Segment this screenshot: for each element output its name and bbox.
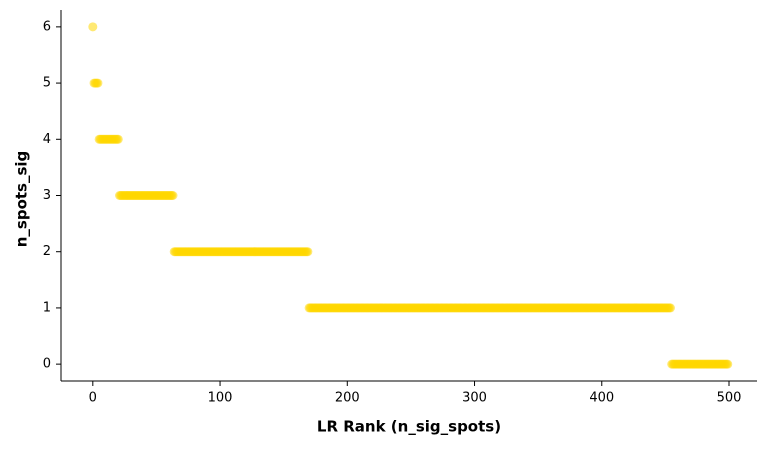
y-tick-label: 2 — [43, 244, 51, 259]
y-axis-label: n_spots_sig — [13, 151, 31, 248]
x-tick-label: 300 — [462, 391, 487, 406]
x-tick-label: 0 — [89, 391, 97, 406]
point — [723, 359, 733, 369]
x-tick-label: 400 — [589, 391, 614, 406]
point — [303, 247, 313, 257]
x-tick-label: 200 — [335, 391, 360, 406]
x-axis-label: LR Rank (n_sig_spots) — [317, 418, 501, 436]
y-tick-label: 0 — [43, 357, 51, 372]
point — [113, 134, 123, 144]
point — [88, 22, 98, 32]
y-tick-label: 6 — [43, 19, 51, 34]
y-tick-label: 4 — [43, 132, 51, 147]
point — [168, 191, 178, 200]
point — [665, 303, 675, 313]
x-tick-label: 500 — [717, 391, 742, 406]
x-tick-label: 100 — [208, 391, 233, 406]
y-tick-label: 5 — [43, 76, 51, 91]
y-tick-label: 3 — [43, 188, 51, 203]
point — [93, 78, 103, 88]
y-tick-label: 1 — [43, 300, 51, 315]
